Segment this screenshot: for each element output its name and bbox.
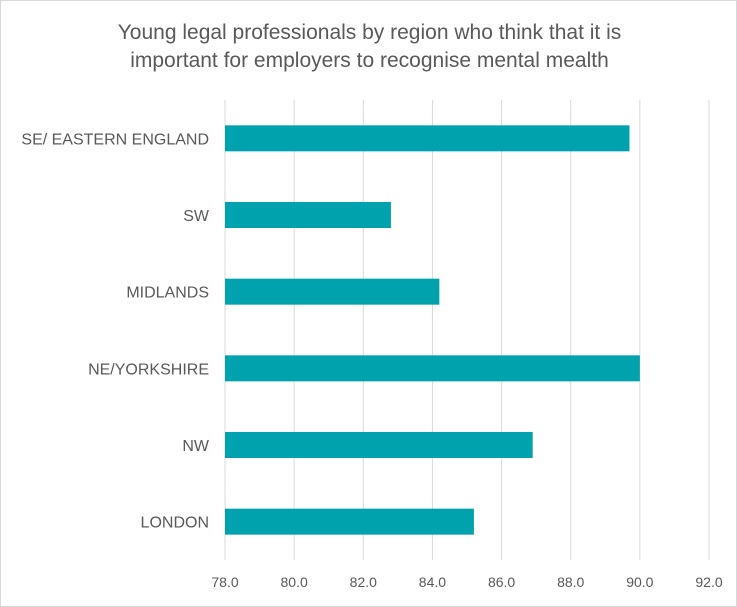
x-tick-label-3: 84.0: [419, 574, 446, 590]
category-label-1: SW: [183, 208, 210, 225]
category-label-5: LONDON: [141, 515, 209, 532]
category-label-0: SE/ EASTERN ENGLAND: [21, 131, 209, 148]
bar-0: [225, 125, 630, 152]
category-label-4: NW: [182, 438, 210, 455]
category-label-3: NE/YORKSHIRE: [88, 361, 209, 378]
bar-4: [225, 432, 533, 458]
category-label-2: MIDLANDS: [126, 285, 209, 302]
x-tick-label-1: 80.0: [281, 574, 308, 590]
bar-5: [225, 508, 474, 535]
bar-1: [225, 202, 391, 228]
x-tick-label-2: 82.0: [350, 574, 377, 590]
bar-3: [225, 355, 640, 382]
chart-title: Young legal professionals by region who …: [1, 19, 737, 75]
bar-2: [225, 278, 440, 305]
x-tick-label-4: 86.0: [488, 574, 515, 590]
x-tick-label-0: 78.0: [211, 574, 238, 590]
chart-title-line-2: important for employers to recognise men…: [130, 49, 609, 72]
x-tick-label-7: 92.0: [695, 574, 722, 590]
chart-title-line-1: Young legal professionals by region who …: [117, 21, 622, 44]
x-tick-label-5: 88.0: [557, 574, 584, 590]
x-tick-label-6: 90.0: [626, 574, 653, 590]
